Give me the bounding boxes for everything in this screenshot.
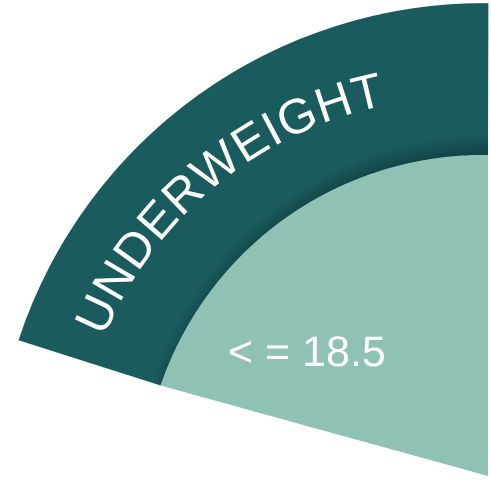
range-label: < = 18.5: [228, 328, 386, 376]
underweight-inner-wedge: [160, 154, 488, 476]
underweight-outer-band: [18, 3, 489, 386]
